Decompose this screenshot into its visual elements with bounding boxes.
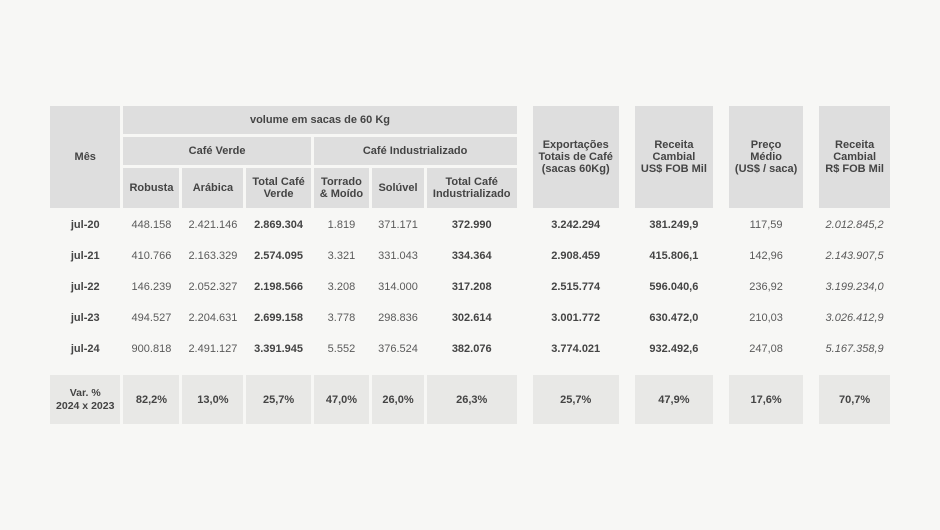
cell-soluvel: 298.836 bbox=[372, 304, 424, 332]
var-robusta: 82,2% bbox=[123, 375, 179, 424]
var-export: 25,7% bbox=[533, 375, 619, 424]
var-soluvel: 26,0% bbox=[372, 375, 424, 424]
gap bbox=[716, 106, 726, 208]
cell-soluvel: 376.524 bbox=[372, 335, 424, 363]
cell-arabica: 2.204.631 bbox=[182, 304, 243, 332]
cell-robusta: 448.158 bbox=[123, 211, 179, 239]
cell-total-ind: 317.208 bbox=[427, 273, 517, 301]
cell-preco: 247,08 bbox=[729, 335, 803, 363]
cell-receita-brl: 2.143.907,5 bbox=[819, 242, 890, 270]
cell-total-ind: 382.076 bbox=[427, 335, 517, 363]
cell-preco: 142,96 bbox=[729, 242, 803, 270]
cell-arabica: 2.421.146 bbox=[182, 211, 243, 239]
cell-soluvel: 331.043 bbox=[372, 242, 424, 270]
col-mes: Mês bbox=[50, 106, 120, 208]
cell-mes: jul-22 bbox=[50, 273, 120, 301]
col-receita-usd: Receita Cambial US$ FOB Mil bbox=[635, 106, 713, 208]
var-receita-brl: 70,7% bbox=[819, 375, 890, 424]
col-soluvel: Solúvel bbox=[372, 168, 424, 208]
cell-robusta: 146.239 bbox=[123, 273, 179, 301]
cell-torrado: 5.552 bbox=[314, 335, 369, 363]
cell-export: 3.774.021 bbox=[533, 335, 619, 363]
col-volume-title: volume em sacas de 60 Kg bbox=[123, 106, 516, 134]
cell-export: 3.001.772 bbox=[533, 304, 619, 332]
cell-total-ind: 372.990 bbox=[427, 211, 517, 239]
gap bbox=[806, 106, 816, 208]
var-torrado: 47,0% bbox=[314, 375, 369, 424]
cell-receita-usd: 415.806,1 bbox=[635, 242, 713, 270]
cell-torrado: 1.819 bbox=[314, 211, 369, 239]
cell-arabica: 2.163.329 bbox=[182, 242, 243, 270]
cell-receita-usd: 381.249,9 bbox=[635, 211, 713, 239]
cell-mes: jul-23 bbox=[50, 304, 120, 332]
col-export: Exportações Totais de Café (sacas 60Kg) bbox=[533, 106, 619, 208]
col-receita-brl: Receita Cambial R$ FOB Mil bbox=[819, 106, 890, 208]
cell-torrado: 3.778 bbox=[314, 304, 369, 332]
cell-mes: jul-24 bbox=[50, 335, 120, 363]
cell-receita-usd: 932.492,6 bbox=[635, 335, 713, 363]
coffee-export-table: Mês volume em sacas de 60 Kg Exportações… bbox=[47, 103, 893, 427]
cell-export: 3.242.294 bbox=[533, 211, 619, 239]
cell-total-ind: 334.364 bbox=[427, 242, 517, 270]
cell-total-verde: 2.869.304 bbox=[246, 211, 310, 239]
table-wrap: Mês volume em sacas de 60 Kg Exportações… bbox=[29, 93, 911, 437]
table-row: jul-22146.2392.052.3272.198.5663.208314.… bbox=[50, 273, 890, 301]
var-total-verde: 25,7% bbox=[246, 375, 310, 424]
gap bbox=[520, 106, 530, 208]
cell-total-verde: 2.699.158 bbox=[246, 304, 310, 332]
cell-total-ind: 302.614 bbox=[427, 304, 517, 332]
cell-soluvel: 371.171 bbox=[372, 211, 424, 239]
cell-receita-brl: 3.199.234,0 bbox=[819, 273, 890, 301]
cell-mes: jul-21 bbox=[50, 242, 120, 270]
gap bbox=[622, 106, 632, 208]
col-total-verde: Total Café Verde bbox=[246, 168, 310, 208]
cell-export: 2.515.774 bbox=[533, 273, 619, 301]
cell-receita-brl: 2.012.845,2 bbox=[819, 211, 890, 239]
cell-robusta: 494.527 bbox=[123, 304, 179, 332]
cell-robusta: 900.818 bbox=[123, 335, 179, 363]
cell-preco: 210,03 bbox=[729, 304, 803, 332]
var-arabica: 13,0% bbox=[182, 375, 243, 424]
cell-total-verde: 2.574.095 bbox=[246, 242, 310, 270]
cell-receita-brl: 3.026.412,9 bbox=[819, 304, 890, 332]
col-torrado: Torrado & Moído bbox=[314, 168, 369, 208]
cell-receita-usd: 630.472,0 bbox=[635, 304, 713, 332]
cell-total-verde: 2.198.566 bbox=[246, 273, 310, 301]
table-body: jul-20448.1582.421.1462.869.3041.819371.… bbox=[50, 211, 890, 363]
col-robusta: Robusta bbox=[123, 168, 179, 208]
cell-arabica: 2.052.327 bbox=[182, 273, 243, 301]
cell-receita-brl: 5.167.358,9 bbox=[819, 335, 890, 363]
var-total-ind: 26,3% bbox=[427, 375, 517, 424]
cell-torrado: 3.321 bbox=[314, 242, 369, 270]
table-row: jul-24900.8182.491.1273.391.9455.552376.… bbox=[50, 335, 890, 363]
table-row: jul-21410.7662.163.3292.574.0953.321331.… bbox=[50, 242, 890, 270]
table-row: jul-23494.5272.204.6312.699.1583.778298.… bbox=[50, 304, 890, 332]
variation-row: Var. % 2024 x 2023 82,2% 13,0% 25,7% 47,… bbox=[50, 375, 890, 424]
table-row: jul-20448.1582.421.1462.869.3041.819371.… bbox=[50, 211, 890, 239]
col-cafe-verde: Café Verde bbox=[123, 137, 310, 165]
cell-robusta: 410.766 bbox=[123, 242, 179, 270]
col-arabica: Arábica bbox=[182, 168, 243, 208]
var-label: Var. % 2024 x 2023 bbox=[50, 375, 120, 424]
cell-preco: 117,59 bbox=[729, 211, 803, 239]
col-total-ind: Total Café Industrializado bbox=[427, 168, 517, 208]
cell-total-verde: 3.391.945 bbox=[246, 335, 310, 363]
cell-arabica: 2.491.127 bbox=[182, 335, 243, 363]
var-receita-usd: 47,9% bbox=[635, 375, 713, 424]
cell-export: 2.908.459 bbox=[533, 242, 619, 270]
cell-receita-usd: 596.040,6 bbox=[635, 273, 713, 301]
table-header: Mês volume em sacas de 60 Kg Exportações… bbox=[50, 106, 890, 208]
cell-torrado: 3.208 bbox=[314, 273, 369, 301]
cell-soluvel: 314.000 bbox=[372, 273, 424, 301]
cell-preco: 236,92 bbox=[729, 273, 803, 301]
cell-mes: jul-20 bbox=[50, 211, 120, 239]
var-preco: 17,6% bbox=[729, 375, 803, 424]
col-preco: Preço Médio (US$ / saca) bbox=[729, 106, 803, 208]
col-cafe-ind: Café Industrializado bbox=[314, 137, 517, 165]
